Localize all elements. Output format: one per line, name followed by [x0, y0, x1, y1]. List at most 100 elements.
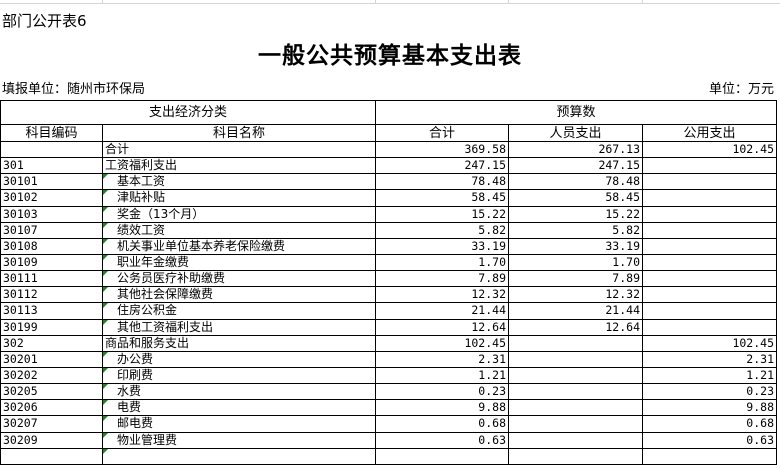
cell-public[interactable] — [642, 205, 777, 223]
cell-name[interactable]: 公务员医疗补助缴费 — [102, 270, 376, 288]
cell-total[interactable]: 0.23 — [375, 383, 509, 401]
cell-code[interactable]: 30108 — [0, 237, 103, 255]
cell-public[interactable] — [642, 253, 777, 272]
cell-code[interactable]: 30207 — [0, 415, 103, 433]
cell-total[interactable]: 5.82 — [375, 221, 509, 239]
cell-name[interactable]: 奖金（13个月） — [102, 205, 376, 223]
cell-total[interactable]: 2.31 — [375, 350, 509, 368]
cell-code[interactable]: 30202 — [0, 366, 103, 385]
cell-total[interactable]: 7.89 — [375, 270, 509, 288]
cell-code[interactable]: 30209 — [0, 431, 103, 449]
cell-personnel[interactable] — [508, 431, 643, 449]
cell-personnel[interactable] — [508, 334, 643, 352]
cell-total[interactable]: 78.48 — [375, 173, 509, 191]
cell-personnel[interactable]: 7.89 — [508, 270, 643, 288]
cell-total[interactable]: 12.32 — [375, 286, 509, 304]
cell-personnel[interactable] — [508, 415, 643, 433]
cell-total[interactable] — [375, 447, 509, 465]
cell-total[interactable]: 0.63 — [375, 431, 509, 449]
cell-name[interactable]: 合计 — [102, 140, 376, 159]
cell-name[interactable]: 其他工资福利支出 — [102, 318, 376, 336]
cell-total[interactable]: 1.70 — [375, 253, 509, 272]
cell-total[interactable]: 0.68 — [375, 415, 509, 433]
cell-code[interactable]: 301 — [0, 157, 103, 175]
cell-public[interactable] — [642, 157, 777, 175]
cell-public[interactable]: 102.45 — [642, 140, 777, 159]
cell-name[interactable]: 办公费 — [102, 350, 376, 368]
cell-personnel[interactable] — [508, 366, 643, 385]
cell-public[interactable] — [642, 221, 777, 239]
cell-name[interactable]: 物业管理费 — [102, 431, 376, 449]
cell-personnel[interactable]: 33.19 — [508, 237, 643, 255]
cell-code[interactable]: 30113 — [0, 302, 103, 320]
cell-name[interactable]: 机关事业单位基本养老保险缴费 — [102, 237, 376, 255]
cell-public[interactable] — [642, 270, 777, 288]
cell-name[interactable]: 职业年金缴费 — [102, 253, 376, 272]
cell-total[interactable]: 15.22 — [375, 205, 509, 223]
cell-total[interactable]: 58.45 — [375, 189, 509, 207]
cell-name[interactable]: 邮电费 — [102, 415, 376, 433]
cell-public[interactable] — [642, 286, 777, 304]
cell-personnel[interactable] — [508, 399, 643, 417]
cell-personnel[interactable]: 78.48 — [508, 173, 643, 191]
cell-public[interactable] — [642, 447, 777, 465]
cell-total[interactable]: 9.88 — [375, 399, 509, 417]
cell-code[interactable]: 302 — [0, 334, 103, 352]
cell-public[interactable]: 9.88 — [642, 399, 777, 417]
cell-name[interactable]: 基本工资 — [102, 173, 376, 191]
cell-personnel[interactable]: 12.32 — [508, 286, 643, 304]
cell-code[interactable]: 30107 — [0, 221, 103, 239]
cell-public[interactable]: 0.68 — [642, 415, 777, 433]
cell-personnel[interactable]: 247.15 — [508, 157, 643, 175]
cell-name[interactable]: 绩效工资 — [102, 221, 376, 239]
cell-code[interactable]: 30102 — [0, 189, 103, 207]
cell-personnel[interactable]: 1.70 — [508, 253, 643, 272]
cell-personnel[interactable]: 21.44 — [508, 302, 643, 320]
cell-personnel[interactable]: 15.22 — [508, 205, 643, 223]
cell-public[interactable] — [642, 173, 777, 191]
cell-name[interactable]: 电费 — [102, 399, 376, 417]
cell-personnel[interactable]: 58.45 — [508, 189, 643, 207]
cell-personnel[interactable]: 267.13 — [508, 140, 643, 159]
cell-public[interactable] — [642, 302, 777, 320]
cell-code[interactable]: 30112 — [0, 286, 103, 304]
cell-total[interactable]: 247.15 — [375, 157, 509, 175]
cell-public[interactable]: 0.63 — [642, 431, 777, 449]
cell-code[interactable]: 30101 — [0, 173, 103, 191]
cell-personnel[interactable] — [508, 447, 643, 465]
cell-total[interactable]: 21.44 — [375, 302, 509, 320]
cell-code[interactable]: 30111 — [0, 270, 103, 288]
cell-code[interactable] — [0, 447, 103, 465]
cell-name[interactable]: 津贴补贴 — [102, 189, 376, 207]
cell-total[interactable]: 369.58 — [375, 140, 509, 159]
cell-name[interactable]: 其他社会保障缴费 — [102, 286, 376, 304]
cell-public[interactable]: 102.45 — [642, 334, 777, 352]
cell-code[interactable] — [0, 140, 103, 159]
cell-personnel[interactable]: 12.64 — [508, 318, 643, 336]
cell-code[interactable]: 30205 — [0, 383, 103, 401]
cell-public[interactable]: 0.23 — [642, 383, 777, 401]
cell-public[interactable]: 2.31 — [642, 350, 777, 368]
cell-personnel[interactable] — [508, 383, 643, 401]
cell-code[interactable]: 30201 — [0, 350, 103, 368]
cell-public[interactable] — [642, 237, 777, 255]
cell-total[interactable]: 12.64 — [375, 318, 509, 336]
cell-total[interactable]: 1.21 — [375, 366, 509, 385]
cell-name[interactable]: 住房公积金 — [102, 302, 376, 320]
cell-total[interactable]: 33.19 — [375, 237, 509, 255]
cell-code[interactable]: 30206 — [0, 399, 103, 417]
cell-code[interactable]: 30199 — [0, 318, 103, 336]
cell-personnel[interactable]: 5.82 — [508, 221, 643, 239]
cell-public[interactable] — [642, 318, 777, 336]
cell-code[interactable]: 30103 — [0, 205, 103, 223]
cell-name[interactable]: 印刷费 — [102, 366, 376, 385]
cell-public[interactable] — [642, 189, 777, 207]
cell-name[interactable] — [102, 447, 376, 465]
cell-name[interactable]: 工资福利支出 — [102, 157, 376, 175]
cell-total[interactable]: 102.45 — [375, 334, 509, 352]
cell-personnel[interactable] — [508, 350, 643, 368]
cell-code[interactable]: 30109 — [0, 253, 103, 272]
cell-name[interactable]: 商品和服务支出 — [102, 334, 376, 352]
cell-name[interactable]: 水费 — [102, 383, 376, 401]
cell-public[interactable]: 1.21 — [642, 366, 777, 385]
